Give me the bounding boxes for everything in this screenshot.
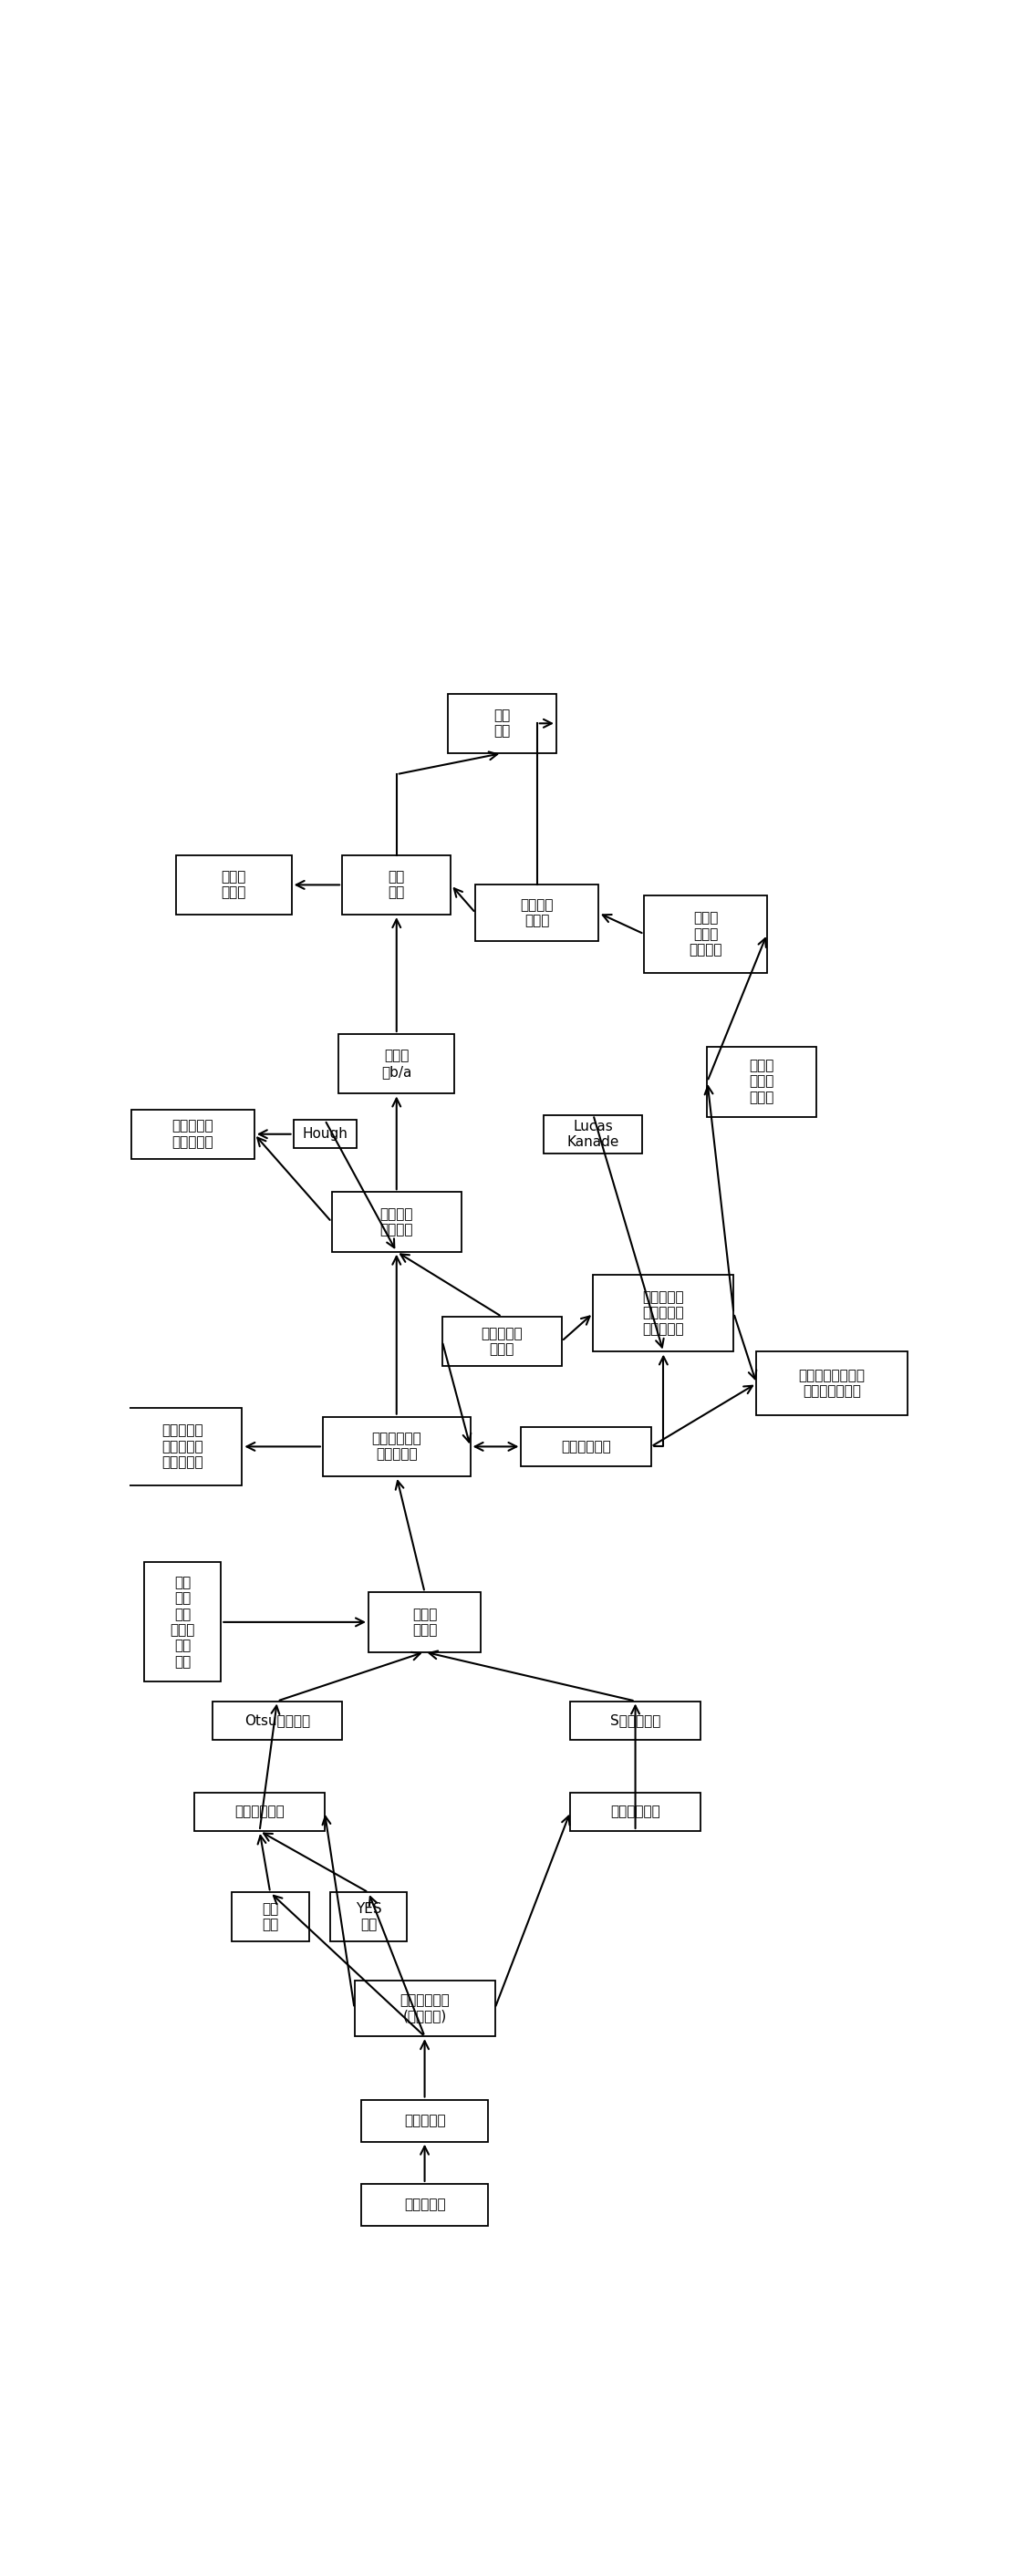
Bar [293,1121,357,1149]
Text: 椭圆模型
参数匹配: 椭圆模型 参数匹配 [380,1208,413,1236]
Text: Hough: Hough [302,1128,348,1141]
Text: 高斯
滤波: 高斯 滤波 [261,1901,279,1932]
Bar [571,1793,701,1832]
Text: 频率变
换类聚
分析系数: 频率变 换类聚 分析系数 [689,912,722,956]
Bar [757,1352,907,1414]
Bar [232,1893,309,1942]
Bar [339,1033,455,1095]
Text: YES
滤波: YES 滤波 [355,1901,381,1932]
Bar [368,1592,481,1651]
Bar [194,1793,324,1832]
Bar [342,855,451,914]
Text: 颈部区域分割: 颈部区域分割 [561,1440,611,1453]
Bar [322,1417,470,1476]
Text: 咽颈部位置及区域
指导下一帧分割: 咽颈部位置及区域 指导下一帧分割 [798,1368,865,1399]
Text: Otsu分割阈值: Otsu分割阈值 [244,1713,310,1728]
Bar [708,1046,817,1115]
Text: 语音
增强: 语音 增强 [493,708,511,739]
Text: 嘴唇范围图
像处理范围
指导下一帧: 嘴唇范围图 像处理范围 指导下一帧 [162,1425,203,1468]
Text: 提取嘴唇外轮
廓和中心点: 提取嘴唇外轮 廓和中心点 [371,1432,421,1461]
Bar [644,896,767,974]
Bar [571,1700,701,1739]
Text: 开关
信号: 开关 信号 [388,871,405,899]
Bar [176,855,292,914]
Bar [442,1316,561,1365]
Text: 光流法提取
图像运动速
度分量信息: 光流法提取 图像运动速 度分量信息 [643,1291,684,1337]
Text: 输出开
关信号: 输出开 关信号 [221,871,246,899]
Text: Lucas
Kanade: Lucas Kanade [567,1121,619,1149]
Bar [361,2184,488,2226]
Bar [330,1893,407,1942]
Text: 帧视频图像: 帧视频图像 [404,2197,445,2213]
Text: 图像预处理: 图像预处理 [404,2115,445,2128]
Bar [447,693,556,752]
Bar [476,886,598,940]
Text: 最佳
阈值
指导
下一帧
阈值
计算: 最佳 阈值 指导 下一帧 阈值 计算 [170,1577,195,1669]
Text: 嘴唇下边缘
轮廓线: 嘴唇下边缘 轮廓线 [481,1327,523,1355]
Bar [143,1564,221,1682]
Bar [593,1275,733,1352]
Bar [213,1700,342,1739]
Bar [521,1427,651,1466]
Bar [544,1115,643,1154]
Bar [332,1193,462,1252]
Text: S域分割阈值: S域分割阈值 [610,1713,661,1728]
Text: 嘴形判
别b/a: 嘴形判 别b/a [381,1048,412,1079]
Bar [354,1981,495,2038]
Text: 特征区域检测
(肤色滤波): 特征区域检测 (肤色滤波) [400,1994,450,2022]
Text: 噪声源合
成参数: 噪声源合 成参数 [521,899,553,927]
Text: 肤色区域分割: 肤色区域分割 [610,1806,660,1819]
Bar [361,2099,488,2141]
Text: 长短轴大小
指导下一帧: 长短轴大小 指导下一帧 [172,1121,214,1149]
Text: 图像去
噪增强: 图像去 噪增强 [412,1607,437,1636]
Text: 嘴唇区域分割: 嘴唇区域分割 [235,1806,285,1819]
Text: 平均光
亮类聚
流分析: 平均光 亮类聚 流分析 [750,1059,774,1105]
Bar [123,1409,242,1486]
Bar [131,1110,254,1159]
